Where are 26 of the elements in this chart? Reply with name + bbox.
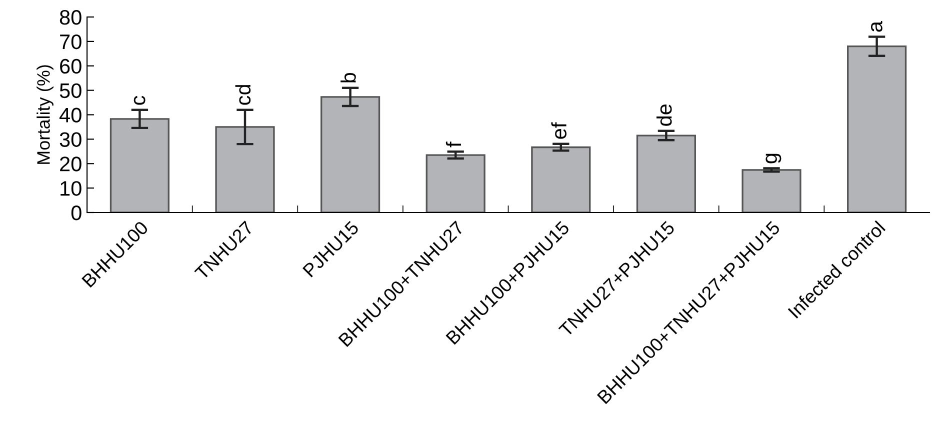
- annotation: ef: [551, 122, 566, 139]
- annotation: g: [766, 154, 782, 164]
- bar: [847, 45, 907, 212]
- bar: [742, 169, 802, 212]
- bar: [426, 154, 486, 212]
- y-tick-label: 80: [60, 10, 82, 25]
- y-tick-label: 40: [59, 108, 82, 123]
- annotation: b: [340, 72, 356, 82]
- y-tick-label: 0: [71, 206, 82, 220]
- bar: [636, 134, 696, 212]
- y-tick-label: 50: [60, 83, 82, 98]
- bar: [320, 96, 380, 212]
- y-tick-label: 60: [60, 58, 82, 74]
- y-tick-label: 30: [60, 132, 82, 147]
- bar: [531, 146, 591, 212]
- annotation: a: [870, 21, 882, 32]
- y-tick-label: 70: [60, 34, 82, 50]
- y-tick-label: 20: [60, 156, 82, 172]
- annotation: cd: [235, 85, 251, 105]
- y-tick-label: 10: [60, 181, 82, 196]
- annotation: c: [134, 96, 146, 105]
- annotation: de: [656, 104, 672, 126]
- annotation: f: [446, 142, 461, 148]
- y-axis-title: Mortality (%): [36, 65, 54, 164]
- bar: [110, 118, 170, 212]
- bar: [215, 126, 275, 212]
